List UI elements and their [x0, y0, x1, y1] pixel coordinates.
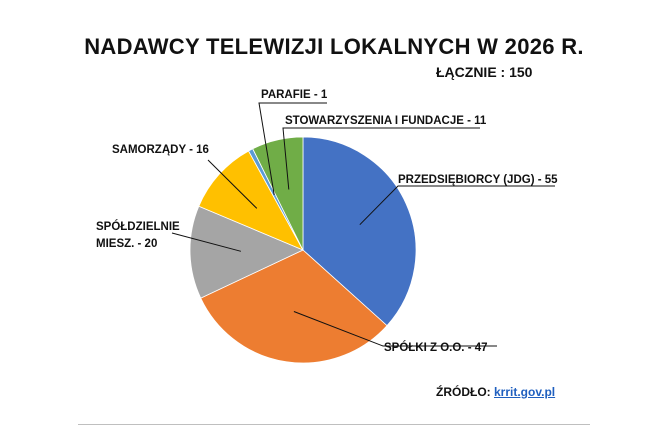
leader-line-4 — [207, 159, 258, 209]
pie-slice-2 — [200, 249, 388, 364]
source-prefix: ŹRÓDŁO: — [436, 385, 494, 399]
leader-line-3 — [171, 232, 242, 252]
pie-slice-6 — [252, 136, 304, 251]
chart-title: NADAWCY TELEWIZJI LOKALNYCH W 2026 R. — [84, 34, 584, 59]
leader-line-6 — [282, 127, 480, 190]
leader-line-5 — [258, 102, 327, 195]
slice-label-5: PARAFIE - 1 — [261, 89, 328, 101]
pie-slice-3 — [189, 205, 304, 299]
slice-label-2: SPÓŁKI Z O.O. - 47 — [384, 341, 488, 354]
slice-label-4: SAMORZĄDY - 16 — [112, 144, 209, 156]
source-note: ŹRÓDŁO: krrit.gov.pl — [436, 385, 555, 399]
slice-label-1: PRZEDSIĘBIORCY (JDG) - 55 — [398, 174, 558, 186]
leader-line-2 — [293, 311, 497, 347]
pie-slice-4 — [198, 150, 304, 251]
slice-label-6: STOWARZYSZENIA I FUNDACJE - 11 — [285, 115, 487, 127]
leader-line-1 — [359, 185, 555, 226]
source-link[interactable]: krrit.gov.pl — [494, 385, 556, 399]
slice-label-3: SPÓŁDZIELNIE MIESZ. - 20 — [96, 220, 180, 250]
divider — [78, 424, 590, 425]
pie-slice-1 — [302, 136, 417, 327]
chart-subtitle-total: ŁĄCZNIE : 150 — [436, 64, 533, 80]
